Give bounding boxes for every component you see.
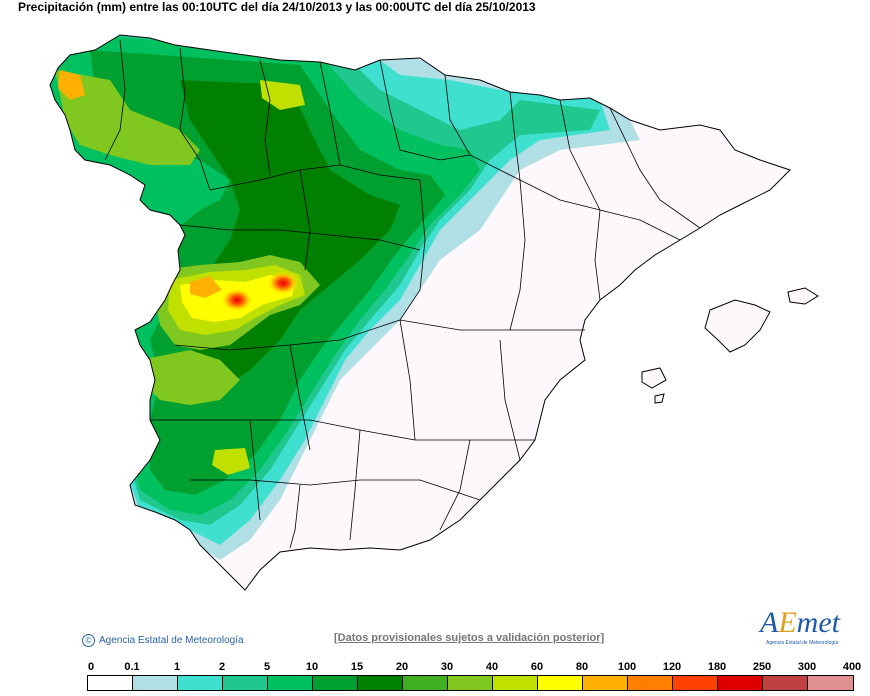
precipitation-map: [49, 34, 819, 591]
legend-label: 40: [485, 661, 499, 673]
legend-label: 300: [797, 661, 817, 673]
legend-swatch: [583, 676, 628, 690]
legend-label: 20: [395, 661, 409, 673]
legend-swatch: [493, 676, 538, 690]
legend-swatch: [223, 676, 268, 690]
legend-label: 60: [530, 661, 544, 673]
legend-label: 1: [173, 661, 181, 673]
legend-swatch: [538, 676, 583, 690]
legend-label: 100: [617, 661, 637, 673]
agency-credit: © Agencia Estatal de Meteorología: [82, 634, 244, 647]
legend-label: 0: [87, 661, 95, 673]
legend-swatch: [268, 676, 313, 690]
legend-label: 180: [707, 661, 727, 673]
legend-label: 80: [575, 661, 589, 673]
legend-swatch: [358, 676, 403, 690]
aemet-logo: AEmet Agencia Estatal de Meteorología: [760, 608, 850, 650]
legend-label: 10: [305, 661, 319, 673]
legend-swatch: [718, 676, 763, 690]
balearic-island-formentera: [654, 393, 665, 404]
legend-swatch: [133, 676, 178, 690]
legend-colorbar: [87, 675, 854, 691]
agency-credit-text: Agencia Estatal de Meteorología: [99, 635, 244, 646]
legend-swatch: [313, 676, 358, 690]
balearic-island-ibiza: [641, 367, 667, 389]
legend-label: 5: [263, 661, 271, 673]
province-boundaries: [104, 39, 701, 549]
legend-label: 15: [350, 661, 364, 673]
legend-label: 120: [662, 661, 682, 673]
aemet-logo-subtitle: Agencia Estatal de Meteorología: [766, 640, 839, 646]
legend-swatch: [178, 676, 223, 690]
legend-label: 2: [218, 661, 226, 673]
legend-swatch: [808, 676, 853, 690]
legend-swatch: [88, 676, 133, 690]
legend-label: 250: [752, 661, 772, 673]
aemet-logo-word: AEmet: [760, 606, 840, 639]
legend-swatch: [763, 676, 808, 690]
disclaimer-link[interactable]: [Datos provisionales sujetos a validació…: [334, 632, 605, 644]
balearic-island-menorca: [787, 287, 819, 305]
legend-swatch: [673, 676, 718, 690]
copyright-icon: ©: [82, 634, 95, 647]
legend-swatch: [448, 676, 493, 690]
legend-labels: 0 0.1 1 2 5 10 15 20 30 40 60 80 100 120 180 250 300 400: [0, 661, 870, 675]
legend-swatch: [628, 676, 673, 690]
legend-swatch: [403, 676, 448, 690]
balearic-island-mallorca: [704, 299, 771, 353]
map-title: Precipitación (mm) entre las 00:10UTC de…: [18, 0, 536, 14]
precipitation-field: [50, 35, 640, 560]
legend-label: 30: [440, 661, 454, 673]
legend-label: 0.1: [124, 661, 140, 673]
legend-label: 400: [842, 661, 862, 673]
